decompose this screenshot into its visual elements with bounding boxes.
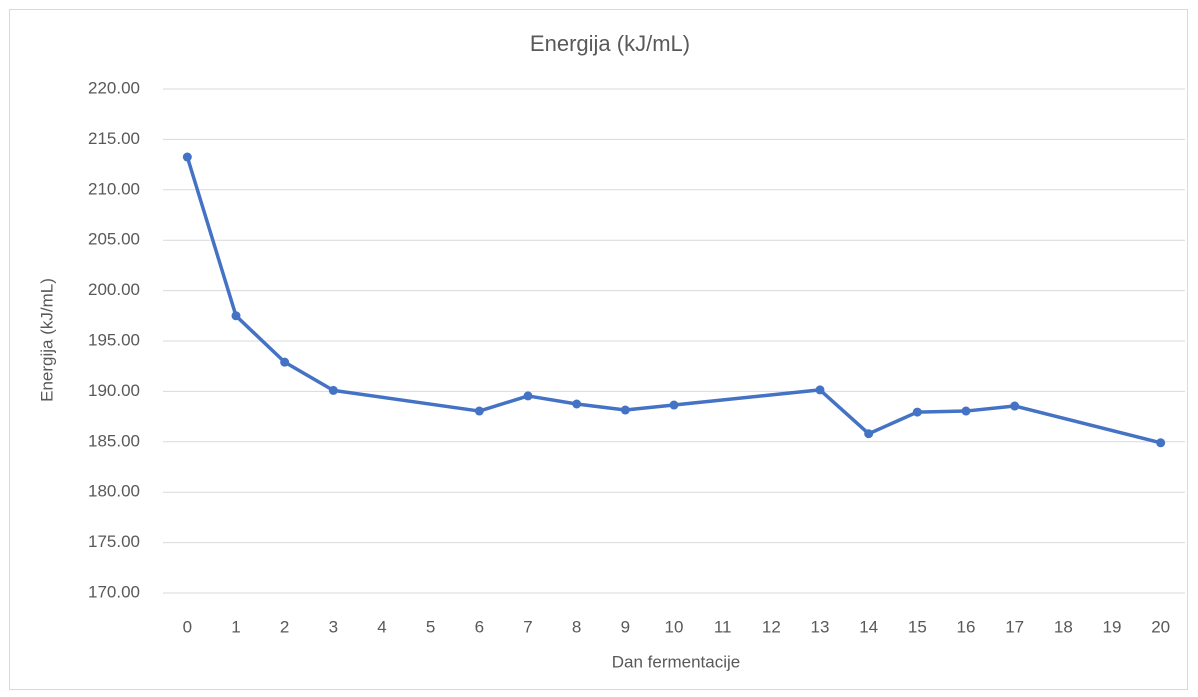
data-point [669, 400, 679, 410]
chart-border [9, 9, 1188, 690]
x-tick-label: 5 [426, 617, 435, 636]
y-tick-label: 220.00 [88, 78, 140, 97]
x-tick-label: 19 [1103, 617, 1122, 636]
x-tick-label: 10 [665, 617, 684, 636]
data-point [182, 152, 192, 162]
chart-title: Energija (kJ/mL) [530, 31, 690, 56]
y-tick-label: 190.00 [88, 381, 140, 400]
data-point [864, 429, 874, 439]
x-tick-label: 14 [859, 617, 878, 636]
x-tick-label: 3 [329, 617, 338, 636]
data-point [1010, 401, 1020, 411]
x-tick-label: 15 [908, 617, 927, 636]
data-point [961, 406, 971, 416]
y-tick-label: 185.00 [88, 431, 140, 450]
data-point [474, 406, 484, 416]
x-tick-label: 16 [957, 617, 976, 636]
y-tick-label: 180.00 [88, 482, 140, 501]
data-point [523, 391, 533, 401]
y-tick-label: 175.00 [88, 532, 140, 551]
y-tick-label: 215.00 [88, 129, 140, 148]
data-point [328, 385, 338, 395]
x-tick-label: 4 [377, 617, 386, 636]
x-tick-label: 1 [231, 617, 240, 636]
x-axis-title: Dan fermentacije [612, 652, 741, 671]
x-tick-label: 13 [811, 617, 830, 636]
x-tick-label: 18 [1054, 617, 1073, 636]
y-axis-title: Energija (kJ/mL) [37, 278, 56, 402]
y-tick-label: 210.00 [88, 179, 140, 198]
x-tick-label: 8 [572, 617, 581, 636]
data-point [572, 399, 582, 409]
data-point [231, 311, 241, 321]
data-point [912, 407, 922, 417]
x-tick-label: 12 [762, 617, 781, 636]
data-point [280, 357, 290, 367]
data-point [620, 405, 630, 415]
y-tick-label: 205.00 [88, 230, 140, 249]
y-tick-label: 195.00 [88, 330, 140, 349]
x-tick-label: 9 [621, 617, 630, 636]
x-tick-label: 17 [1005, 617, 1024, 636]
x-tick-label: 11 [714, 617, 732, 636]
data-point [1156, 438, 1166, 448]
x-tick-label: 20 [1151, 617, 1170, 636]
x-tick-label: 2 [280, 617, 289, 636]
x-tick-label: 0 [183, 617, 192, 636]
y-tick-label: 170.00 [88, 582, 140, 601]
x-tick-label: 6 [475, 617, 484, 636]
y-tick-label: 200.00 [88, 280, 140, 299]
x-tick-label: 7 [523, 617, 532, 636]
data-point [815, 385, 825, 395]
